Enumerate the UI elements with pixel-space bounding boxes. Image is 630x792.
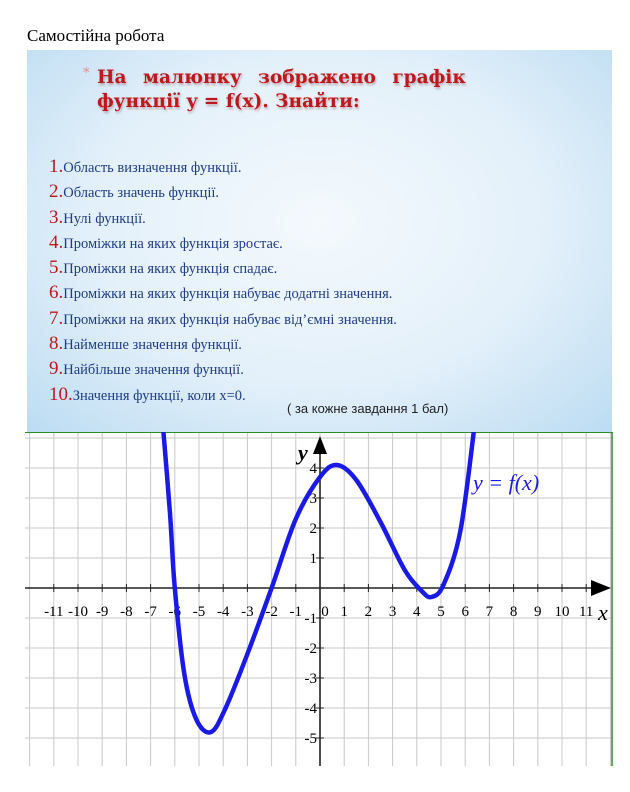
y-tick-label: -3 xyxy=(305,671,318,687)
x-tick-label: 6 xyxy=(461,604,469,620)
task-item: 7.Проміжки на яких функція набуває від’є… xyxy=(49,307,397,332)
x-tick-label: 0 xyxy=(321,604,329,620)
task-item: 1.Область визначення функції. xyxy=(49,155,397,180)
task-number: 2. xyxy=(49,181,64,203)
task-text: Значення функції, коли x=0. xyxy=(72,387,246,404)
x-tick-label: 3 xyxy=(389,604,397,620)
task-text: Область визначення функції. xyxy=(63,160,242,176)
task-item: 10.Значення функції, коли x=0. xyxy=(49,383,397,408)
y-tick-label: 1 xyxy=(310,551,318,567)
function-label: y = f(x) xyxy=(471,470,539,495)
task-number: 9. xyxy=(49,358,64,380)
x-tick-label: -10 xyxy=(68,604,88,620)
task-text: Нулі функції. xyxy=(63,210,146,227)
y-tick-label: 2 xyxy=(310,521,318,537)
x-tick-label: -2 xyxy=(265,604,278,620)
task-number: 3. xyxy=(49,206,64,228)
x-tick-label: -5 xyxy=(193,604,206,620)
task-number: 10. xyxy=(49,383,73,405)
y-tick-label: -5 xyxy=(305,731,318,747)
x-tick-label: -3 xyxy=(241,604,254,620)
task-slide: * На малюнку зображено графік функції y … xyxy=(27,50,612,432)
task-item: 3.Нулі функції. xyxy=(49,206,397,231)
task-number: 6. xyxy=(49,282,64,304)
y-tick-label: 3 xyxy=(310,491,318,507)
x-tick-label: -7 xyxy=(144,604,157,620)
task-item: 6.Проміжки на яких функція набуває додат… xyxy=(49,281,397,306)
function-curve xyxy=(161,432,477,735)
x-tick-label: 10 xyxy=(555,604,570,620)
task-text: Проміжки на яких функція спадає. xyxy=(63,261,278,278)
x-tick-label: -9 xyxy=(96,604,109,620)
x-tick-label: 5 xyxy=(437,604,445,620)
scoring-note: ( за кожне завдання 1 бал) xyxy=(287,401,449,416)
y-tick-label: 4 xyxy=(310,461,318,477)
function-graph: -11 -10 -9 -8 -7 -6 -5 -4 -3 -2 -1 0 1 2 3 4 5 6 7 8 9 10 11-5… xyxy=(25,432,613,766)
heading-line-2: функції y = f(x). Знайти: xyxy=(97,91,360,112)
task-item: 5.Проміжки на яких функція спадає. xyxy=(49,256,397,281)
task-item: 9.Найбільше значення функції. xyxy=(49,357,397,382)
x-tick-label: -11 xyxy=(44,604,63,620)
x-tick-label: -4 xyxy=(217,604,230,620)
task-number: 4. xyxy=(49,231,64,253)
graph-background xyxy=(25,432,613,766)
y-tick-label: -4 xyxy=(305,701,318,717)
x-tick-label: 1 xyxy=(340,604,348,620)
task-item: 2.Область значень функції. xyxy=(49,180,397,205)
task-text: Проміжки на яких функція зростає. xyxy=(63,235,283,252)
x-tick-label: 9 xyxy=(534,604,542,620)
x-axis-arrow xyxy=(591,580,611,596)
x-tick-label: 8 xyxy=(510,604,517,620)
y-axis-label: y xyxy=(295,440,308,465)
x-tick-label: -8 xyxy=(120,604,132,620)
task-number: 5. xyxy=(49,257,64,279)
x-tick-label: 4 xyxy=(413,604,421,620)
task-item: 4.Проміжки на яких функція зростає. xyxy=(49,231,397,256)
x-tick-label: 11 xyxy=(579,604,593,620)
task-number: 8. xyxy=(49,333,64,355)
task-list: 1.Область визначення функції. 2.Область з… xyxy=(49,155,397,408)
y-tick-label: -1 xyxy=(305,611,318,627)
y-tick-label: -2 xyxy=(305,641,318,657)
task-text: Проміжки на яких функція набуває від’ємн… xyxy=(63,311,397,328)
slide-heading: * На малюнку зображено графік функції y … xyxy=(83,66,517,114)
x-tick-label: 7 xyxy=(486,604,494,620)
bullet-star-icon: * xyxy=(83,66,90,81)
y-axis-arrow xyxy=(313,436,327,454)
x-axis-label: x xyxy=(597,600,608,625)
task-text: Область значень функції. xyxy=(63,185,220,202)
task-text: Найбільше значення функції. xyxy=(63,362,244,379)
document-title: Самостійна робота xyxy=(27,26,165,45)
heading-line-1: На малюнку зображено графік xyxy=(97,67,466,88)
task-text: Проміжки на яких функція набуває додатні… xyxy=(63,286,393,303)
x-tick-label: 2 xyxy=(365,604,373,620)
x-tick-label: -1 xyxy=(290,604,303,620)
task-number: 1. xyxy=(49,156,64,177)
task-number: 7. xyxy=(49,307,64,329)
task-item: 8.Найменше значення функції. xyxy=(49,332,397,357)
task-text: Найменше значення функції. xyxy=(63,337,242,354)
